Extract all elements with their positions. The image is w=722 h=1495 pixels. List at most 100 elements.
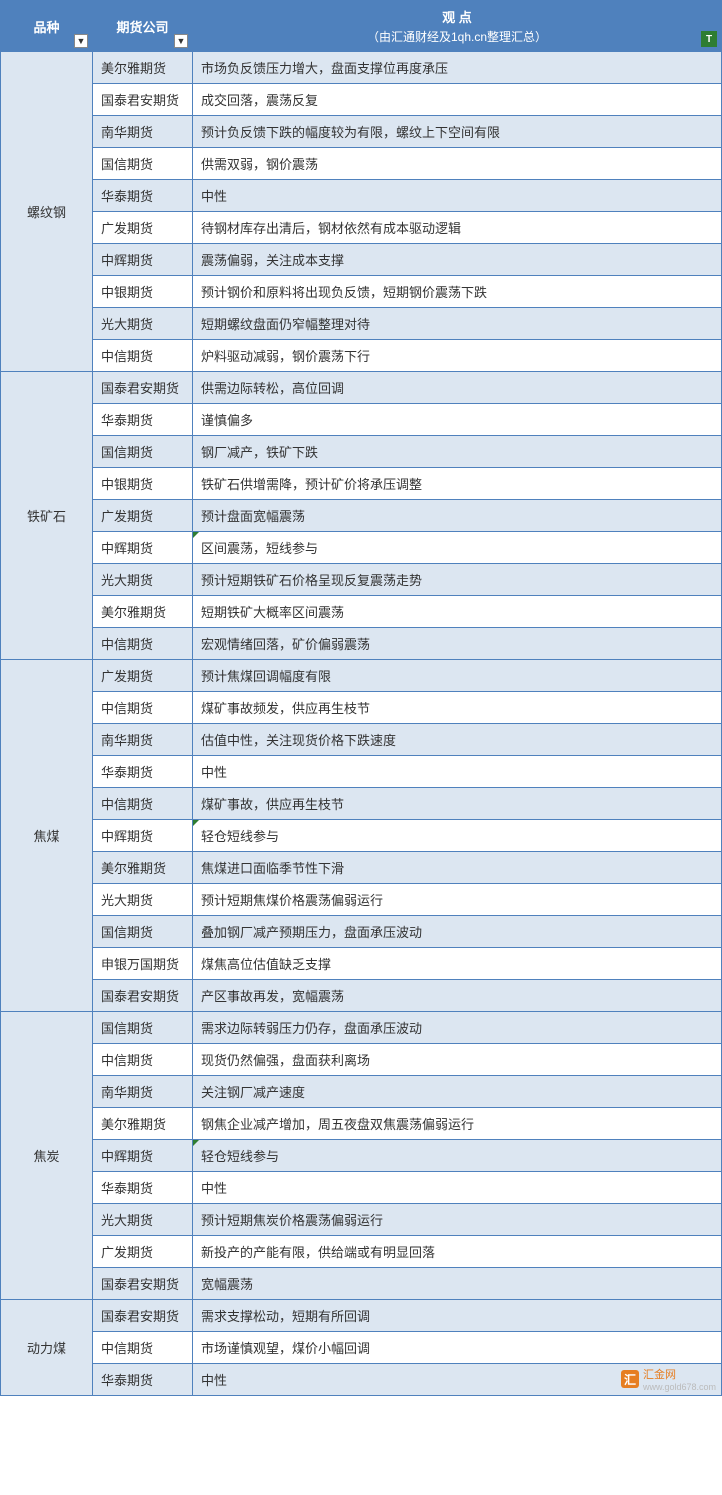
opinion-text: 焦煤进口面临季节性下滑 xyxy=(201,861,344,876)
firm-cell: 广发期货 xyxy=(93,1236,193,1268)
firm-cell: 国信期货 xyxy=(93,1012,193,1044)
firm-cell: 华泰期货 xyxy=(93,404,193,436)
opinion-text: 中性 xyxy=(201,189,227,204)
opinion-cell: 宽幅震荡 xyxy=(193,1268,722,1300)
opinion-text: 预计负反馈下跌的幅度较为有限，螺纹上下空间有限 xyxy=(201,125,500,140)
firm-cell: 国泰君安期货 xyxy=(93,1268,193,1300)
opinion-cell: 煤矿事故，供应再生枝节 xyxy=(193,788,722,820)
opinion-cell: 预计盘面宽幅震荡 xyxy=(193,500,722,532)
opinion-text: 预计短期焦煤价格震荡偏弱运行 xyxy=(201,893,383,908)
opinion-cell: 供需边际转松，高位回调 xyxy=(193,372,722,404)
opinion-cell: 中性 xyxy=(193,1364,722,1396)
opinion-cell: 市场谨慎观望，煤价小幅回调 xyxy=(193,1332,722,1364)
opinion-cell: 预计短期焦煤价格震荡偏弱运行 xyxy=(193,884,722,916)
firm-cell: 国泰君安期货 xyxy=(93,980,193,1012)
opinion-cell: 需求边际转弱压力仍存，盘面承压波动 xyxy=(193,1012,722,1044)
firm-cell: 广发期货 xyxy=(93,212,193,244)
opinion-cell: 预计负反馈下跌的幅度较为有限，螺纹上下空间有限 xyxy=(193,116,722,148)
opinion-text: 煤矿事故，供应再生枝节 xyxy=(201,797,344,812)
firm-cell: 美尔雅期货 xyxy=(93,1108,193,1140)
opinion-text: 预计钢价和原料将出现负反馈，短期钢价震荡下跌 xyxy=(201,285,487,300)
col-header-category: 品种 xyxy=(1,1,93,52)
opinion-cell: 供需双弱，钢价震荡 xyxy=(193,148,722,180)
opinion-cell: 钢焦企业减产增加，周五夜盘双焦震荡偏弱运行 xyxy=(193,1108,722,1140)
opinion-text: 预计盘面宽幅震荡 xyxy=(201,509,305,524)
col-header-opinion: 观 点 （由汇通财经及1qh.cn整理汇总） T xyxy=(193,1,722,52)
firm-cell: 中信期货 xyxy=(93,340,193,372)
opinion-text: 震荡偏弱，关注成本支撑 xyxy=(201,253,344,268)
firm-cell: 光大期货 xyxy=(93,308,193,340)
opinion-text: 区间震荡，短线参与 xyxy=(201,541,318,556)
firm-cell: 华泰期货 xyxy=(93,1364,193,1396)
opinion-cell: 预计短期焦炭价格震荡偏弱运行 xyxy=(193,1204,722,1236)
opinion-text: 谨慎偏多 xyxy=(201,413,253,428)
firm-cell: 国信期货 xyxy=(93,148,193,180)
firm-cell: 国泰君安期货 xyxy=(93,84,193,116)
firm-cell: 国泰君安期货 xyxy=(93,372,193,404)
opinion-cell: 预计焦煤回调幅度有限 xyxy=(193,660,722,692)
opinion-cell: 谨慎偏多 xyxy=(193,404,722,436)
firm-cell: 中信期货 xyxy=(93,628,193,660)
opinion-text: 待钢材库存出清后，钢材依然有成本驱动逻辑 xyxy=(201,221,461,236)
futures-opinion-table: 品种 期货公司 观 点 （由汇通财经及1qh.cn整理汇总） T 螺纹钢美尔雅期… xyxy=(0,0,722,1396)
opinion-text: 需求支撑松动，短期有所回调 xyxy=(201,1309,370,1324)
opinion-cell: 预计短期铁矿石价格呈现反复震荡走势 xyxy=(193,564,722,596)
opinion-cell: 中性 xyxy=(193,756,722,788)
firm-cell: 中信期货 xyxy=(93,692,193,724)
col-header-opinion-sub: （由汇通财经及1qh.cn整理汇总） xyxy=(201,28,713,45)
opinion-cell: 成交回落，震荡反复 xyxy=(193,84,722,116)
comment-marker-icon xyxy=(193,1140,199,1146)
firm-cell: 中辉期货 xyxy=(93,1140,193,1172)
firm-cell: 华泰期货 xyxy=(93,180,193,212)
opinion-cell: 轻仓短线参与 xyxy=(193,820,722,852)
opinion-text: 中性 xyxy=(201,1373,227,1388)
opinion-cell: 钢厂减产，铁矿下跌 xyxy=(193,436,722,468)
opinion-text: 宽幅震荡 xyxy=(201,1277,253,1292)
opinion-cell: 中性 xyxy=(193,1172,722,1204)
opinion-cell: 煤焦高位估值缺乏支撑 xyxy=(193,948,722,980)
category-cell: 焦煤 xyxy=(1,660,93,1012)
category-cell: 螺纹钢 xyxy=(1,52,93,372)
comment-marker-icon xyxy=(193,820,199,826)
comment-marker-icon xyxy=(193,532,199,538)
filter-icon[interactable] xyxy=(74,34,88,48)
firm-cell: 广发期货 xyxy=(93,660,193,692)
opinion-cell: 估值中性，关注现货价格下跌速度 xyxy=(193,724,722,756)
firm-cell: 中银期货 xyxy=(93,276,193,308)
opinion-text: 现货仍然偏强，盘面获利离场 xyxy=(201,1053,370,1068)
opinion-cell: 关注钢厂减产速度 xyxy=(193,1076,722,1108)
firm-cell: 中辉期货 xyxy=(93,532,193,564)
opinion-text: 煤焦高位估值缺乏支撑 xyxy=(201,957,331,972)
firm-cell: 中银期货 xyxy=(93,468,193,500)
firm-cell: 中信期货 xyxy=(93,788,193,820)
opinion-cell: 区间震荡，短线参与 xyxy=(193,532,722,564)
opinion-cell: 现货仍然偏强，盘面获利离场 xyxy=(193,1044,722,1076)
opinion-cell: 轻仓短线参与 xyxy=(193,1140,722,1172)
firm-cell: 中信期货 xyxy=(93,1332,193,1364)
firm-cell: 中辉期货 xyxy=(93,244,193,276)
category-cell: 动力煤 xyxy=(1,1300,93,1396)
opinion-text: 短期铁矿大概率区间震荡 xyxy=(201,605,344,620)
opinion-cell: 预计钢价和原料将出现负反馈，短期钢价震荡下跌 xyxy=(193,276,722,308)
opinion-cell: 待钢材库存出清后，钢材依然有成本驱动逻辑 xyxy=(193,212,722,244)
firm-cell: 广发期货 xyxy=(93,500,193,532)
opinion-text: 短期螺纹盘面仍窄幅整理对待 xyxy=(201,317,370,332)
opinion-text: 市场负反馈压力增大，盘面支撑位再度承压 xyxy=(201,61,448,76)
opinion-cell: 市场负反馈压力增大，盘面支撑位再度承压 xyxy=(193,52,722,84)
opinion-cell: 中性 xyxy=(193,180,722,212)
opinion-text: 钢焦企业减产增加，周五夜盘双焦震荡偏弱运行 xyxy=(201,1117,474,1132)
opinion-cell: 焦煤进口面临季节性下滑 xyxy=(193,852,722,884)
opinion-cell: 需求支撑松动，短期有所回调 xyxy=(193,1300,722,1332)
opinion-text: 轻仓短线参与 xyxy=(201,1149,279,1164)
opinion-cell: 短期铁矿大概率区间震荡 xyxy=(193,596,722,628)
firm-cell: 申银万国期货 xyxy=(93,948,193,980)
opinion-cell: 新投产的产能有限，供给端或有明显回落 xyxy=(193,1236,722,1268)
col-header-firm: 期货公司 xyxy=(93,1,193,52)
sort-icon[interactable]: T xyxy=(701,31,717,47)
firm-cell: 南华期货 xyxy=(93,1076,193,1108)
firm-cell: 美尔雅期货 xyxy=(93,52,193,84)
opinion-text: 产区事故再发，宽幅震荡 xyxy=(201,989,344,1004)
firm-cell: 南华期货 xyxy=(93,724,193,756)
filter-icon[interactable] xyxy=(174,34,188,48)
opinion-text: 铁矿石供增需降，预计矿价将承压调整 xyxy=(201,477,422,492)
